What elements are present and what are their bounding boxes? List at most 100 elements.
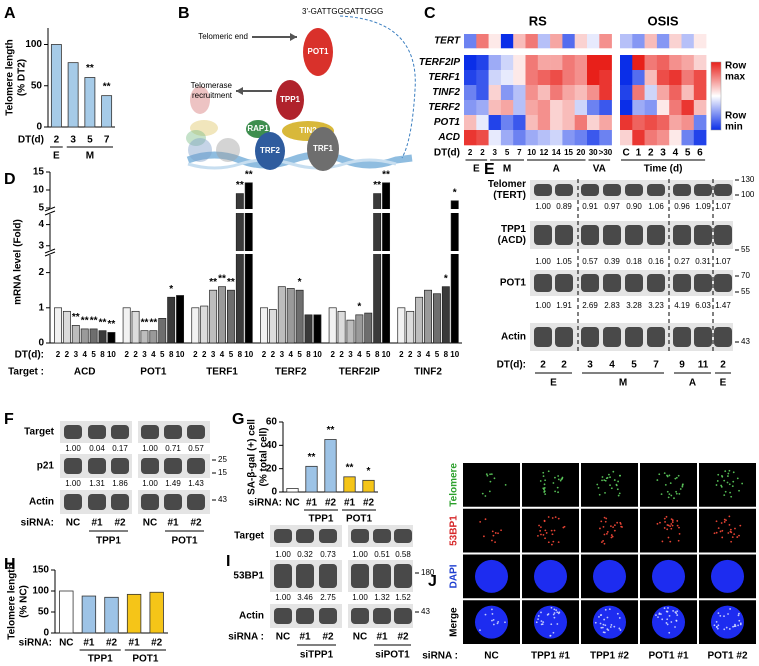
focus — [666, 490, 669, 493]
focus — [556, 623, 559, 625]
row-label: TERF1 — [428, 72, 460, 83]
focus — [610, 534, 613, 536]
heatmap-cell — [587, 34, 600, 49]
focus — [619, 629, 622, 631]
bar — [98, 330, 107, 344]
bar — [218, 286, 226, 344]
focus — [599, 614, 602, 617]
focus — [669, 525, 672, 528]
x-tick-label: 10 — [313, 350, 322, 359]
bar — [226, 289, 235, 344]
focus — [676, 610, 679, 613]
focus — [727, 472, 730, 475]
x-tick-label: 2 — [202, 350, 207, 359]
focus — [734, 527, 736, 530]
protein — [303, 28, 333, 76]
legend-min: min — [725, 122, 743, 133]
x-tick-label: 2 — [56, 350, 61, 359]
y-axis-title: (% total cell) — [259, 428, 270, 487]
focus — [551, 533, 554, 536]
y-tick-label: 100 — [32, 586, 49, 597]
column-label: 14 — [552, 148, 561, 157]
heatmap-cell — [644, 130, 658, 146]
band — [319, 608, 337, 624]
row-label: Actin — [501, 332, 526, 343]
focus — [540, 623, 543, 626]
focus — [665, 622, 668, 624]
heatmap-cell — [488, 70, 502, 86]
x-tick-label: 5 — [435, 350, 440, 359]
focus — [606, 616, 609, 619]
group-label: E — [550, 378, 557, 389]
focus — [558, 611, 561, 614]
heatmap-cell — [656, 85, 670, 101]
overhang-sequence: 3'-GATTGGGATTGGG — [302, 7, 383, 16]
band — [319, 529, 337, 543]
x-tick-label: 4 — [288, 350, 293, 359]
focus — [729, 491, 732, 494]
focus — [537, 534, 539, 537]
focus — [604, 479, 607, 482]
significance: ** — [236, 180, 244, 191]
significance: * — [367, 466, 371, 477]
nucleus — [651, 605, 686, 639]
focus — [540, 533, 542, 536]
focus — [739, 622, 742, 625]
focus — [732, 625, 734, 628]
focus — [713, 532, 716, 535]
focus — [671, 521, 674, 523]
faded-complex — [186, 130, 206, 146]
focus — [716, 480, 719, 482]
heatmap-cell — [693, 130, 707, 146]
group-label: M — [503, 164, 511, 175]
group-label: TPP1 — [88, 654, 113, 665]
focus — [674, 477, 677, 480]
heatmap-cell — [693, 115, 707, 131]
focus — [723, 615, 725, 618]
break-mark — [44, 206, 56, 212]
x-tick-label: 8 — [375, 350, 380, 359]
nucleus — [592, 605, 627, 639]
lane-axis-title: DT(d): — [497, 360, 526, 371]
focus — [543, 519, 546, 522]
focus — [732, 471, 735, 474]
y-tick-label: 5 — [38, 203, 44, 214]
heatmap-cell — [620, 130, 633, 146]
focus — [670, 621, 673, 623]
bar — [50, 44, 62, 128]
heatmap-cell — [525, 85, 539, 101]
band — [534, 274, 552, 292]
focus — [610, 487, 613, 490]
heatmap-cell — [632, 85, 645, 101]
focus — [479, 629, 481, 632]
heatmap-cell — [488, 130, 502, 146]
nucleus — [474, 559, 509, 593]
focus — [605, 477, 608, 480]
focus — [553, 612, 556, 614]
x-tick-label: 2 — [339, 350, 344, 359]
row-label: (ACD) — [498, 235, 526, 246]
heatmap-cell — [599, 100, 612, 116]
heatmap-cell — [681, 85, 695, 101]
heatmap-cell — [574, 34, 588, 49]
focus — [494, 541, 496, 544]
focus — [604, 608, 607, 611]
focus — [483, 535, 485, 538]
nucleus — [592, 559, 627, 593]
row-label: Target — [234, 531, 264, 542]
x-tick-label: 2 — [330, 350, 335, 359]
protein — [307, 127, 339, 171]
focus — [554, 516, 557, 519]
x-tick-label: NC — [59, 638, 73, 649]
band — [694, 327, 712, 347]
heatmap-cell — [562, 70, 575, 86]
focus — [491, 613, 494, 615]
size-marker: 100 — [741, 190, 755, 199]
x-tick-label: 10 — [450, 350, 459, 359]
heatmap-cell — [550, 55, 563, 71]
bar — [343, 476, 356, 493]
group-label: E — [53, 151, 60, 162]
lane-label: #2 — [322, 632, 334, 643]
lane-label: #1 — [167, 518, 179, 529]
focus — [612, 470, 615, 473]
